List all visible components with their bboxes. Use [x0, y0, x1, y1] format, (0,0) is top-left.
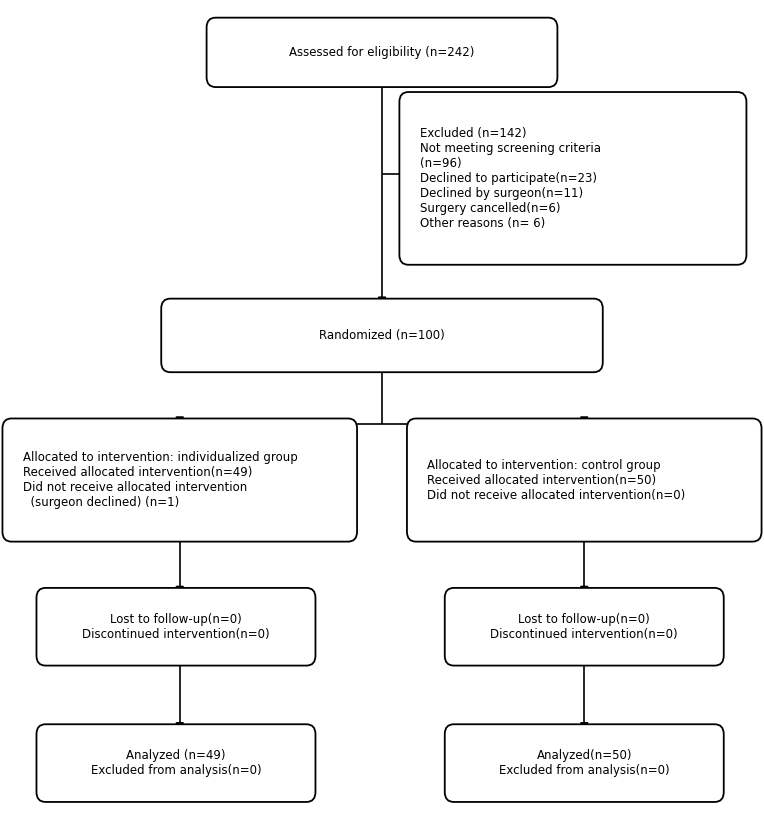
FancyBboxPatch shape — [400, 92, 746, 265]
FancyBboxPatch shape — [2, 418, 357, 542]
Text: Allocated to intervention: control group
Received allocated intervention(n=50)
D: Allocated to intervention: control group… — [427, 458, 685, 502]
FancyBboxPatch shape — [37, 725, 316, 802]
Text: Randomized (n=100): Randomized (n=100) — [319, 329, 445, 342]
Text: Allocated to intervention: individualized group
Received allocated intervention(: Allocated to intervention: individualize… — [23, 451, 298, 509]
Text: Lost to follow-up(n=0)
Discontinued intervention(n=0): Lost to follow-up(n=0) Discontinued inte… — [490, 612, 678, 641]
Text: Analyzed (n=49)
Excluded from analysis(n=0): Analyzed (n=49) Excluded from analysis(n… — [91, 749, 261, 777]
FancyBboxPatch shape — [407, 418, 762, 542]
FancyBboxPatch shape — [37, 588, 316, 666]
FancyBboxPatch shape — [445, 588, 724, 666]
FancyBboxPatch shape — [161, 299, 603, 372]
Text: Lost to follow-up(n=0)
Discontinued intervention(n=0): Lost to follow-up(n=0) Discontinued inte… — [83, 612, 270, 641]
FancyBboxPatch shape — [206, 17, 558, 87]
Text: Excluded (n=142)
Not meeting screening criteria
(n=96)
Declined to participate(n: Excluded (n=142) Not meeting screening c… — [419, 127, 601, 230]
Text: Analyzed(n=50)
Excluded from analysis(n=0): Analyzed(n=50) Excluded from analysis(n=… — [499, 749, 669, 777]
FancyBboxPatch shape — [445, 725, 724, 802]
Text: Assessed for eligibility (n=242): Assessed for eligibility (n=242) — [290, 46, 474, 59]
